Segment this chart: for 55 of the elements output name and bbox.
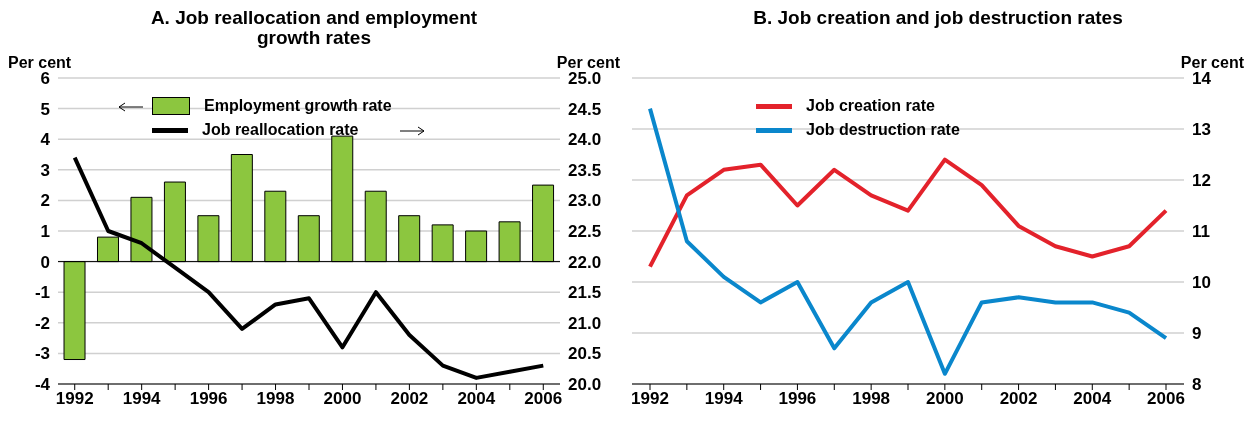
y-tick-label: 13	[1192, 120, 1211, 140]
y2-tick-label: 22.5	[568, 222, 602, 242]
x-tick-label: 1994	[704, 389, 744, 409]
legend-label: Job creation rate	[806, 97, 935, 115]
chart-title: A. Job reallocation and employment growth rates	[149, 7, 479, 50]
x-tick-label: 2006	[524, 389, 563, 409]
legend-label: Job destruction rate	[806, 121, 960, 139]
y-tick-label: 10	[1192, 273, 1211, 293]
x-tick-label: 1994	[122, 389, 162, 409]
y-tick-label: -2	[34, 313, 50, 333]
y-tick-label: -1	[34, 283, 50, 303]
y-tick-label: 3	[40, 160, 50, 180]
legend-label: Job reallocation rate	[202, 121, 359, 139]
y2-tick-label: 23.0	[568, 191, 602, 211]
x-tick-label: 2004	[1073, 389, 1112, 409]
y2-tick-label: 23.5	[568, 160, 602, 180]
x-tick-label: 1998	[256, 389, 295, 409]
legend-label: Employment growth rate	[204, 97, 392, 115]
y2-tick-label: 20.0	[568, 375, 602, 395]
chart-title: B. Job creation and job destruction rates	[752, 7, 1124, 30]
y-axis-title: Per cent	[8, 54, 72, 72]
x-tick-label: 1996	[189, 389, 228, 409]
x-tick-label: 2006	[1147, 389, 1185, 409]
y2-tick-label: 24.5	[568, 99, 602, 119]
y-axis-title: Per cent	[1180, 54, 1244, 72]
x-tick-label: 1996	[778, 389, 817, 409]
y-tick-label: 14	[1192, 69, 1212, 89]
y-tick-label: 12	[1192, 171, 1211, 191]
y2-tick-label: 25.0	[568, 69, 602, 89]
y2-tick-label: 20.5	[568, 344, 602, 364]
x-tick-label: 1992	[55, 389, 94, 409]
y-tick-label: 2	[40, 191, 50, 211]
y-tick-label: 11	[1192, 222, 1210, 242]
x-tick-label: 2000	[925, 389, 964, 409]
y-tick-label: -3	[34, 344, 50, 364]
line-series	[648, 157, 1168, 269]
y-tick-label: 6	[40, 69, 50, 89]
x-tick-label: 2002	[999, 389, 1038, 409]
y-tick-label: 8	[1192, 375, 1202, 395]
y2-tick-label: 21.0	[568, 313, 602, 333]
x-tick-label: 1992	[631, 389, 669, 409]
y2-tick-label: 24.0	[568, 130, 602, 150]
y2-tick-label: 22.0	[568, 252, 602, 272]
y2-tick-label: 21.5	[568, 283, 602, 303]
y-tick-label: 9	[1192, 324, 1202, 344]
x-tick-label: 2004	[457, 389, 496, 409]
y-tick-label: 0	[40, 252, 50, 272]
y2-axis-title: Per cent	[556, 54, 620, 72]
x-tick-label: 2000	[323, 389, 362, 409]
y-tick-label: 4	[40, 130, 51, 150]
x-tick-label: 2002	[390, 389, 429, 409]
y-tick-label: 5	[40, 99, 50, 119]
y-tick-label: 1	[40, 222, 50, 242]
y-tick-label: -4	[34, 375, 51, 395]
x-tick-label: 1998	[852, 389, 891, 409]
